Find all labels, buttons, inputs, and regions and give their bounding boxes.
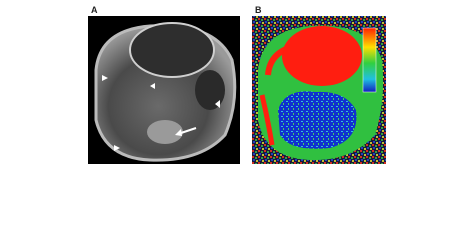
figure: A B bbox=[88, 5, 386, 164]
dark-oval bbox=[129, 22, 215, 78]
panel-a: A bbox=[88, 5, 240, 164]
panel-label: B bbox=[255, 5, 262, 15]
panel-label: A bbox=[91, 5, 98, 15]
red-oval bbox=[282, 26, 362, 86]
blue-region bbox=[278, 91, 357, 149]
colorbar bbox=[362, 27, 377, 93]
panel-b: B bbox=[252, 5, 386, 164]
bright-region bbox=[147, 120, 183, 144]
dark-region bbox=[195, 70, 225, 110]
arrow-head bbox=[175, 129, 182, 136]
red-edge bbox=[259, 94, 275, 146]
